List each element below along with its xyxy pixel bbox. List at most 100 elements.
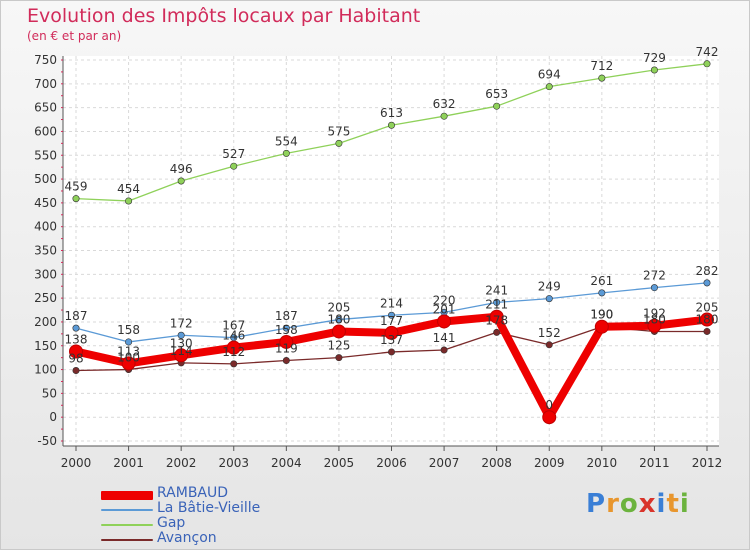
data-point [174,348,189,363]
data-label: 496 [170,162,193,176]
x-tick-label: 2007 [429,456,460,470]
x-tick-label: 2002 [166,456,197,470]
chart-subtitle: (en € et par an) [27,29,122,43]
data-label: 141 [433,331,456,345]
y-tick-label: 600 [34,124,57,138]
data-point [647,318,662,333]
data-label: 137 [380,333,403,347]
y-tick-label: 700 [34,77,57,91]
data-label: 742 [696,45,719,59]
y-tick-label: 150 [34,339,57,353]
data-label: 454 [117,182,140,196]
y-tick-label: 550 [34,148,57,162]
x-tick-label: 2012 [692,456,723,470]
data-point [230,162,238,170]
data-label: 119 [275,342,298,356]
data-label: 613 [380,106,403,120]
data-label: 632 [433,97,456,111]
data-point [121,356,136,371]
legend-label: Gap [157,515,186,531]
y-tick-label: 300 [34,267,57,281]
data-point [72,195,80,203]
y-tick-label: 50 [42,386,57,400]
data-label: 178 [485,313,508,327]
data-label: 272 [643,269,666,283]
data-point [335,316,343,324]
data-label: 125 [327,339,350,353]
data-label: 190 [590,308,613,322]
data-point [489,309,504,324]
data-point [650,66,658,74]
legend-label: Avançon [157,530,217,546]
data-point [282,357,290,365]
data-point [700,312,714,327]
data-point [387,121,395,129]
data-point [542,410,557,425]
legend-swatch [101,524,153,526]
data-label: 712 [590,59,613,73]
data-point [598,74,606,82]
x-tick-label: 2009 [534,456,565,470]
data-label: 201 [433,302,456,316]
data-point [440,112,448,120]
logo-letter: x [638,489,657,519]
data-label: 172 [170,316,193,330]
legend-swatch [101,539,153,541]
data-point [703,279,711,287]
data-label: 180 [643,312,666,326]
x-tick-label: 2010 [587,456,618,470]
y-tick-label: 200 [34,315,57,329]
x-tick-label: 2003 [218,456,249,470]
data-label: 167 [222,319,245,333]
data-label: 205 [696,301,719,315]
data-label: 152 [538,326,561,340]
data-point [703,60,711,68]
x-tick-label: 2004 [271,456,302,470]
data-label: 138 [65,332,88,346]
y-tick-label: 750 [34,53,57,67]
data-label: 249 [538,280,561,294]
data-point [177,331,185,339]
data-point [226,340,241,355]
data-point [493,328,501,336]
logo-letter: P [586,489,607,519]
data-label: 729 [643,51,666,65]
data-point [387,348,395,356]
y-tick-label: 350 [34,244,57,258]
data-point [650,284,658,292]
data-label: 211 [485,298,508,312]
data-label: 180 [696,312,719,326]
data-point [493,102,501,110]
data-point [279,334,294,349]
data-point [282,149,290,157]
data-label: 220 [433,293,456,307]
data-label: 694 [538,68,561,82]
data-label: 554 [275,134,298,148]
x-tick-label: 2011 [639,456,670,470]
y-tick-label: 100 [34,363,57,377]
x-tick-label: 2000 [61,456,92,470]
data-point [493,298,501,306]
data-point [331,324,346,339]
data-point [335,354,343,362]
data-point [545,341,553,349]
data-label: 187 [275,309,298,323]
data-label: 98 [68,352,83,366]
y-tick-label: 250 [34,291,57,305]
data-point [72,324,80,332]
proxiti-logo: Proxiti [586,489,690,519]
data-point [594,319,609,334]
x-tick-label: 2008 [481,456,512,470]
data-label: 187 [65,309,88,323]
data-label: 459 [65,180,88,194]
y-tick-label: -50 [37,434,57,448]
data-label: 158 [117,323,140,337]
data-point [335,139,343,147]
data-label: 113 [117,344,140,358]
data-point [125,197,133,205]
data-label: 112 [222,345,245,359]
logo-letter: t [666,489,680,519]
data-label: 261 [590,274,613,288]
